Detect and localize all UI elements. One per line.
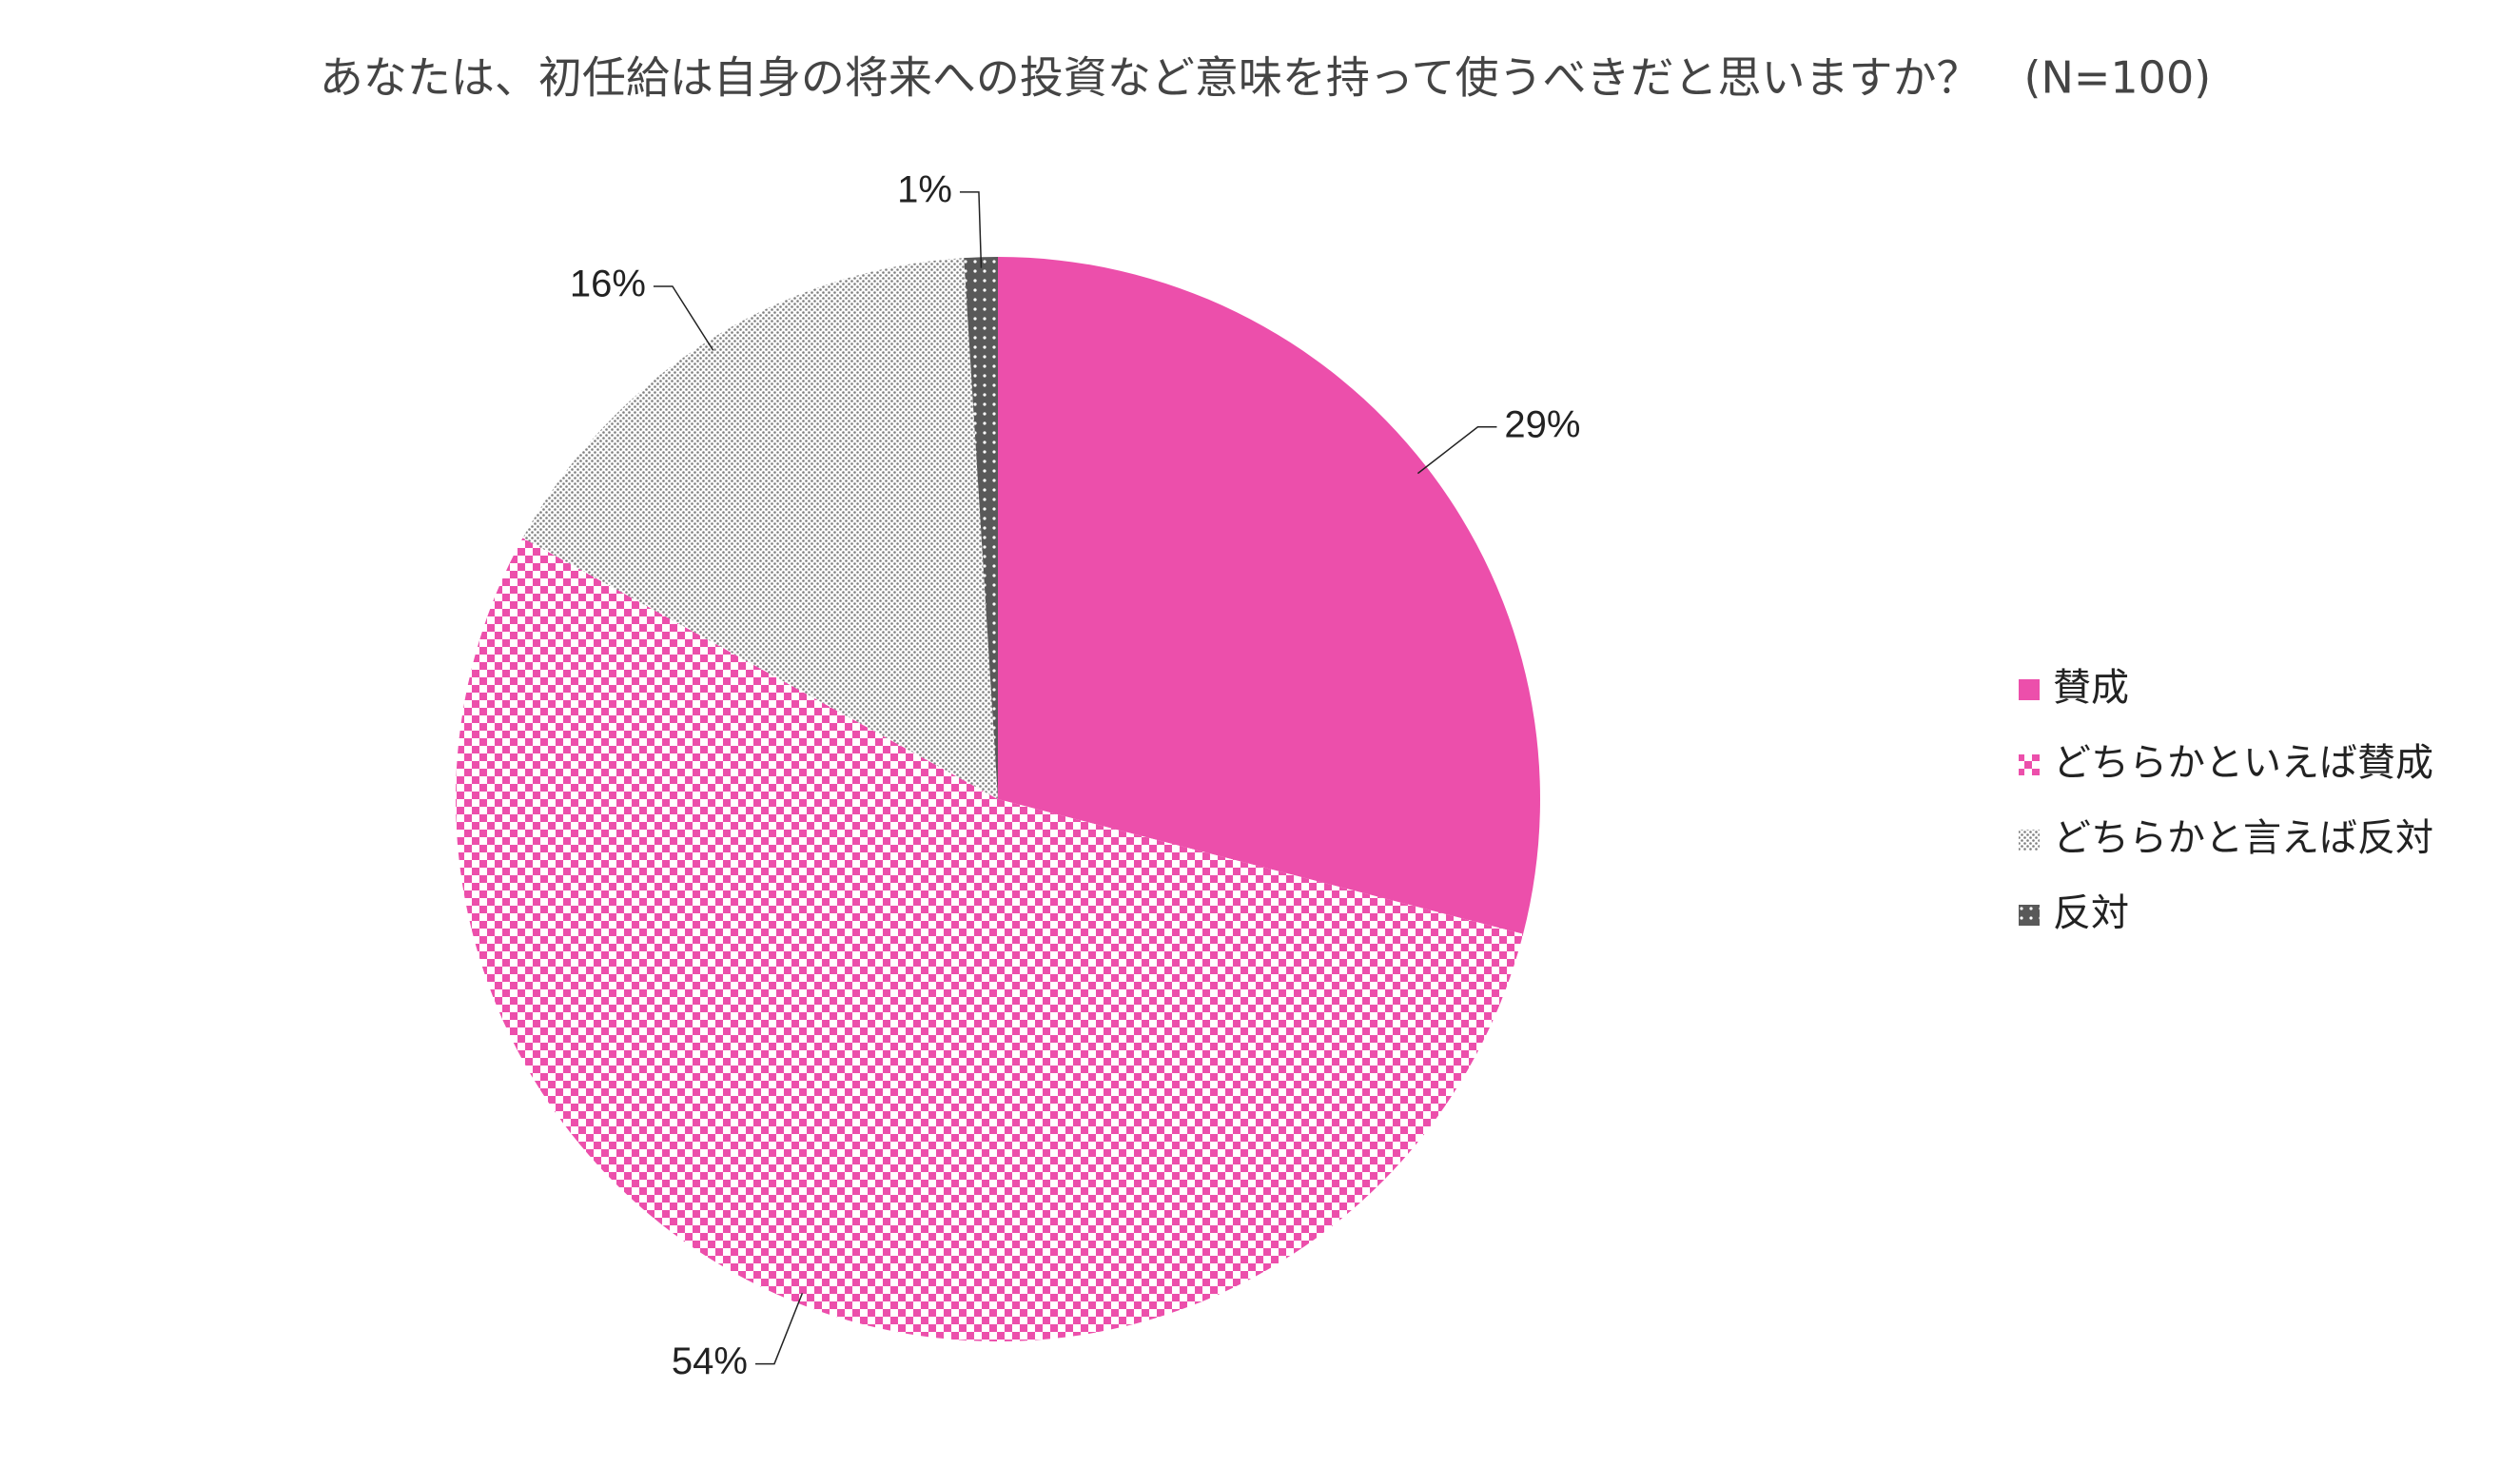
legend-label: どちらかと言えば反対 [2053, 816, 2433, 860]
leader-line [959, 191, 983, 268]
legend-label: どちらかといえば賛成 [2053, 741, 2433, 785]
pie-slice [998, 257, 1540, 934]
legend-marker [2019, 679, 2040, 700]
data-label: 16% [570, 264, 646, 305]
legend-marker [2019, 905, 2040, 926]
legend-marker [2019, 754, 2040, 775]
leader-line [754, 1293, 804, 1365]
pie-slice [522, 258, 998, 799]
data-label: 29% [1504, 403, 1580, 445]
leader-line [1416, 425, 1497, 475]
legend-marker [2019, 830, 2040, 851]
chart-title: あなたは、初任給は自身の将来への投資など意味を持って使うべきだと思いますか？ (… [320, 52, 2211, 104]
pie-slice [964, 257, 998, 799]
leader-line [653, 285, 714, 351]
data-label: 54% [672, 1340, 748, 1382]
legend-label: 反対 [2053, 891, 2129, 935]
data-label: 1% [897, 168, 952, 210]
pie-slice [456, 538, 1524, 1341]
legend-label: 賛成 [2053, 666, 2129, 710]
